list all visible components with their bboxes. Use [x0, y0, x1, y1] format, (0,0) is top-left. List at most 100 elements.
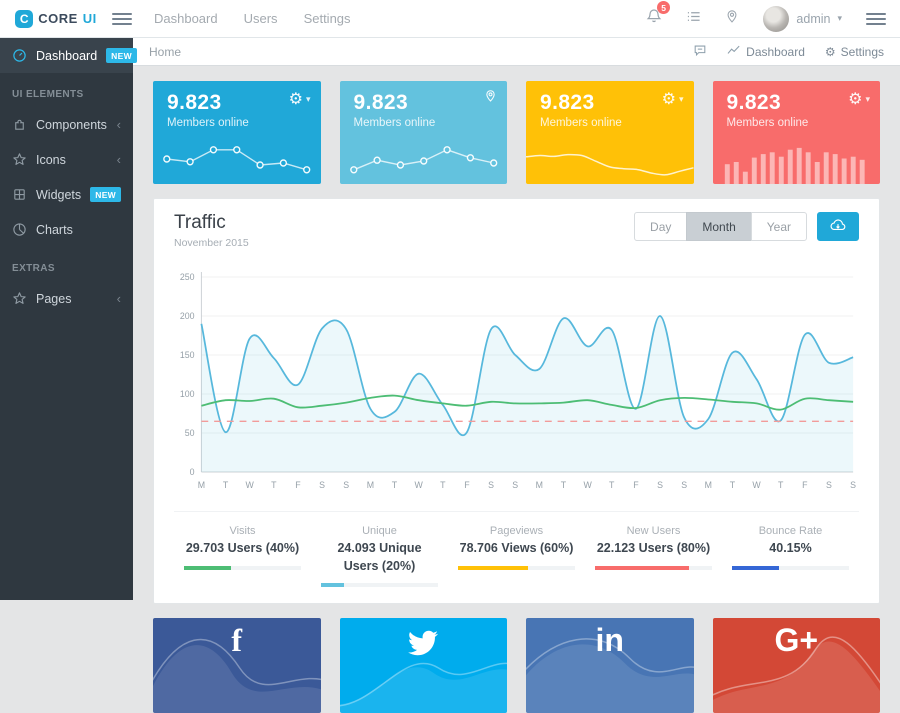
svg-text:250: 250 [180, 272, 195, 282]
user-menu[interactable]: admin ▾ [763, 6, 842, 32]
svg-text:M: M [367, 480, 374, 490]
svg-text:200: 200 [180, 311, 195, 321]
speech-bubble-icon [693, 43, 707, 60]
footer-stat-value: 22.123 Users (80%) [595, 540, 712, 558]
sidebar-item-label: Dashboard [36, 49, 97, 63]
new-badge: NEW [90, 187, 121, 202]
svg-text:S: S [512, 480, 518, 490]
sidebar-toggler[interactable] [112, 13, 132, 25]
breadcrumb-home[interactable]: Home [149, 45, 181, 59]
members-online-bars [713, 129, 881, 184]
navbar-link-users[interactable]: Users [244, 11, 278, 26]
svg-text:S: S [826, 480, 832, 490]
navbar-link-dashboard[interactable]: Dashboard [154, 11, 218, 26]
star-icon [12, 291, 27, 306]
chevron-down-icon: ▾ [865, 94, 870, 105]
svg-text:F: F [633, 480, 639, 490]
navbar-link-settings[interactable]: Settings [304, 11, 351, 26]
sidebar-section-extras: EXTRAS [0, 247, 133, 281]
username-label: admin [796, 12, 830, 26]
svg-text:W: W [583, 480, 592, 490]
facebook-logo: f [153, 622, 321, 659]
svg-text:50: 50 [185, 428, 195, 438]
pie-chart-icon [12, 222, 27, 237]
download-button[interactable] [817, 212, 859, 241]
footer-stat-unique: Unique 24.093 Unique Users (20%) [311, 525, 448, 587]
svg-text:M: M [705, 480, 712, 490]
breadcrumb-action-label: Settings [841, 45, 884, 59]
svg-text:T: T [223, 480, 229, 490]
main-area: Home Dashboard ⚙ Settings [133, 38, 900, 600]
traffic-subtitle: November 2015 [174, 237, 249, 249]
progress-track [595, 566, 712, 570]
sidebar-item-label: Pages [36, 292, 71, 306]
tasks-button[interactable] [686, 9, 701, 29]
sidebar-item-pages[interactable]: Pages ‹ [0, 281, 133, 316]
sidebar-item-dashboard[interactable]: Dashboard NEW [0, 38, 133, 73]
widgets-grid-icon [12, 187, 27, 202]
trend-chart-icon [727, 44, 741, 59]
location-pin-icon [484, 89, 497, 108]
svg-text:F: F [802, 480, 808, 490]
svg-text:S: S [681, 480, 687, 490]
breadcrumb-action-settings[interactable]: ⚙ Settings [825, 45, 884, 59]
notification-badge: 5 [657, 1, 671, 14]
stat-label: Members online [540, 117, 680, 129]
chevron-down-icon: ▾ [679, 94, 684, 105]
card-settings-dropdown[interactable]: ⚙▾ [289, 89, 311, 109]
notifications-button[interactable]: 5 [646, 8, 662, 29]
avatar [763, 6, 789, 32]
sidebar-item-widgets[interactable]: Widgets NEW [0, 177, 133, 212]
members-online-sparkline [340, 129, 508, 184]
star-icon [12, 152, 27, 167]
footer-stat-pageviews: Pageviews 78.706 Views (60%) [448, 525, 585, 587]
social-card-linkedin[interactable]: in [526, 618, 694, 713]
social-card-facebook[interactable]: f [153, 618, 321, 713]
traffic-card: Traffic November 2015 Day Month Year [153, 198, 880, 604]
gear-icon: ⚙ [848, 89, 862, 109]
svg-text:W: W [414, 480, 423, 490]
navbar-links: Dashboard Users Settings [154, 11, 351, 26]
location-button[interactable] [725, 9, 739, 29]
list-icon [686, 9, 701, 29]
progress-track [321, 583, 438, 587]
card-settings-dropdown[interactable]: ⚙▾ [848, 89, 870, 109]
footer-stat-value: 29.703 Users (40%) [184, 540, 301, 558]
location-pin-icon [725, 9, 739, 29]
range-button-year[interactable]: Year [751, 212, 807, 241]
range-button-day[interactable]: Day [634, 212, 687, 241]
svg-text:150: 150 [180, 350, 195, 360]
progress-fill [458, 566, 528, 570]
svg-text:W: W [752, 480, 761, 490]
members-online-sparkline [153, 129, 321, 184]
social-card-google-plus[interactable]: G+ [713, 618, 881, 713]
svg-text:S: S [850, 480, 856, 490]
stat-value: 9.823 [727, 91, 867, 115]
card-settings-dropdown[interactable]: ⚙▾ [662, 89, 684, 109]
range-button-group: Day Month Year [634, 212, 807, 241]
svg-text:T: T [271, 480, 277, 490]
sidebar-item-icons[interactable]: Icons ‹ [0, 142, 133, 177]
linkedin-logo: in [526, 622, 694, 659]
card-location-button[interactable] [484, 89, 497, 108]
chevron-down-icon: ▾ [837, 13, 842, 24]
brand-text-ui: UI [83, 11, 97, 26]
sidebar-item-charts[interactable]: Charts [0, 212, 133, 247]
footer-stat-value: 78.706 Views (60%) [458, 540, 575, 558]
footer-stat-new-users: New Users 22.123 Users (80%) [585, 525, 722, 587]
sidebar-item-components[interactable]: Components ‹ [0, 107, 133, 142]
aside-toggler[interactable] [866, 13, 886, 25]
twitter-logo [340, 622, 508, 666]
footer-stat-label: Pageviews [458, 525, 575, 537]
members-online-wave [526, 129, 694, 184]
social-card-twitter[interactable] [340, 618, 508, 713]
breadcrumb: Home Dashboard ⚙ Settings [133, 38, 900, 66]
breadcrumb-action-dashboard[interactable]: Dashboard [727, 44, 805, 59]
range-button-month[interactable]: Month [686, 212, 751, 241]
svg-text:F: F [464, 480, 470, 490]
sidebar-item-label: Charts [36, 223, 73, 237]
messages-button[interactable] [693, 43, 707, 60]
gear-icon: ⚙ [289, 89, 303, 109]
